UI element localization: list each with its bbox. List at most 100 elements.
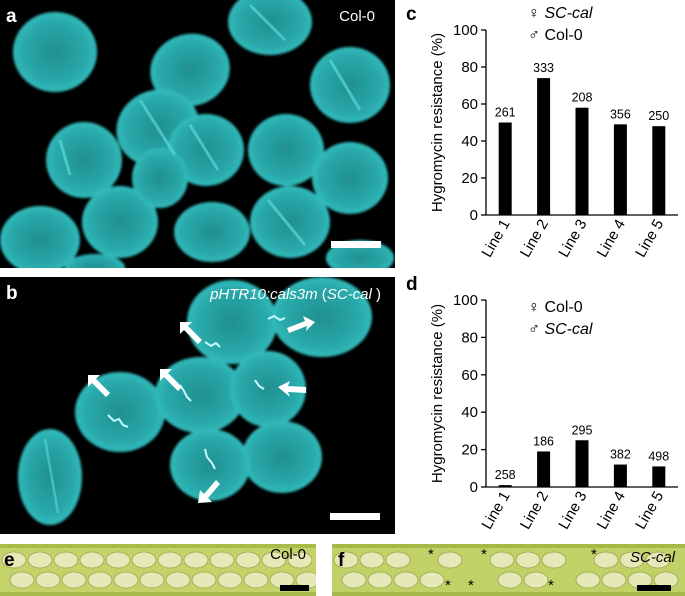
silique-e-image	[0, 544, 316, 596]
bar-data-label: 250	[648, 109, 669, 123]
y-tick-label: 0	[470, 207, 478, 224]
seed	[367, 571, 393, 589]
panel-letter-d: d	[406, 274, 418, 295]
seed	[333, 551, 359, 569]
chart-c: ♀ SC-cal ♂ Col-0 0 20 40 60 80 100 Hygromycin re…	[400, 0, 685, 285]
y-axis-label: Hygromycin resistance (%)	[429, 304, 446, 483]
seed	[489, 551, 515, 569]
y-axis-label: Hygromycin resistance (%)	[429, 33, 446, 212]
seed	[515, 551, 541, 569]
bar	[575, 107, 589, 215]
bar-data-label: 258	[495, 468, 516, 482]
panel-letter-e: e	[4, 550, 15, 571]
panel-letter-c: c	[406, 4, 417, 25]
seed	[601, 571, 627, 589]
seed	[157, 551, 183, 569]
chart-d: ♀ Col-0 ♂ SC-cal 0 20 40 60 80 100 Hygromycin re…	[400, 270, 685, 545]
x-tick-label: Line 3	[555, 489, 590, 533]
y-tick-label: 60	[461, 367, 478, 384]
bar-data-label: 186	[533, 434, 554, 448]
bar	[498, 122, 512, 215]
seed	[87, 571, 113, 589]
seed	[497, 571, 523, 589]
scale-bar-f	[637, 585, 671, 591]
micrograph-b: pHTR10:cals3m (SC-cal )	[0, 277, 395, 534]
aborted-seed-marker: *	[591, 546, 597, 563]
panel-letter-b: b	[6, 283, 18, 304]
bar	[537, 78, 551, 215]
seed	[645, 551, 671, 569]
silique-f: SC-cal * * * * * *	[332, 544, 685, 596]
seed	[9, 571, 35, 589]
bar-data-label: 356	[610, 107, 631, 121]
scale-bar-e	[280, 585, 309, 591]
y-tick-label: 40	[461, 404, 478, 421]
seed	[113, 571, 139, 589]
x-tick-label: Line 1	[479, 217, 514, 261]
panel-e-label: Col-0	[270, 546, 306, 563]
panel-b-label: pHTR10:cals3m (SC-cal )	[210, 286, 381, 303]
y-tick-label: 60	[461, 96, 478, 113]
panel-a-label: Col-0	[339, 8, 375, 25]
bar	[537, 451, 551, 487]
seed	[593, 551, 619, 569]
legend-entry: ♀ Col-0	[528, 299, 583, 316]
panel-letter-a: a	[6, 6, 17, 27]
seed	[359, 551, 385, 569]
y-tick-label: 100	[453, 292, 478, 309]
line-name: SC-cal	[326, 286, 372, 303]
x-tick-label: Line 4	[594, 217, 629, 261]
x-tick-label: Line 2	[517, 217, 552, 261]
panel-f-label: SC-cal	[629, 549, 675, 566]
x-tick-label: Line 5	[632, 489, 667, 533]
seed	[341, 571, 367, 589]
pollen-grains-b	[18, 277, 372, 525]
y-tick-label: 80	[461, 329, 478, 346]
bar	[613, 464, 627, 487]
bar-data-label: 208	[572, 91, 593, 105]
aborted-seed-marker: *	[468, 577, 474, 594]
seed	[235, 551, 261, 569]
bar-data-label: 295	[572, 423, 593, 437]
silique-e: Col-0	[0, 544, 316, 596]
bar	[652, 126, 666, 215]
seed	[575, 571, 601, 589]
seed	[243, 571, 269, 589]
aborted-seed-marker: *	[428, 546, 434, 563]
seed	[393, 571, 419, 589]
seed	[541, 551, 567, 569]
seed	[1, 551, 27, 569]
bar	[575, 440, 589, 487]
x-tick-label: Line 2	[517, 489, 552, 533]
seed	[165, 571, 191, 589]
bar	[498, 485, 512, 487]
seed	[105, 551, 131, 569]
seed	[419, 571, 445, 589]
seed	[79, 551, 105, 569]
bar	[652, 466, 666, 487]
seed	[131, 551, 157, 569]
seed	[437, 551, 463, 569]
seed	[53, 551, 79, 569]
legend-entry: ♀ SC-cal	[528, 5, 593, 22]
scale-bar-a	[331, 241, 381, 248]
seed	[139, 571, 165, 589]
seed	[191, 571, 217, 589]
bar	[613, 124, 627, 215]
y-tick-label: 100	[453, 22, 478, 39]
seed	[619, 551, 645, 569]
bar-data-label: 382	[610, 448, 631, 462]
pollen-grains-a	[0, 0, 394, 268]
y-tick-label: 20	[461, 442, 478, 459]
seed	[523, 571, 549, 589]
seed	[183, 551, 209, 569]
panel-letter-f: f	[338, 550, 345, 571]
seed	[209, 551, 235, 569]
y-tick-label: 80	[461, 59, 478, 76]
y-tick-label: 0	[470, 479, 478, 496]
scale-bar-b	[330, 513, 380, 520]
aborted-seed-marker: *	[548, 577, 554, 594]
seed	[61, 571, 87, 589]
y-tick-label: 40	[461, 133, 478, 150]
micrograph-a: Col-0	[0, 0, 395, 268]
